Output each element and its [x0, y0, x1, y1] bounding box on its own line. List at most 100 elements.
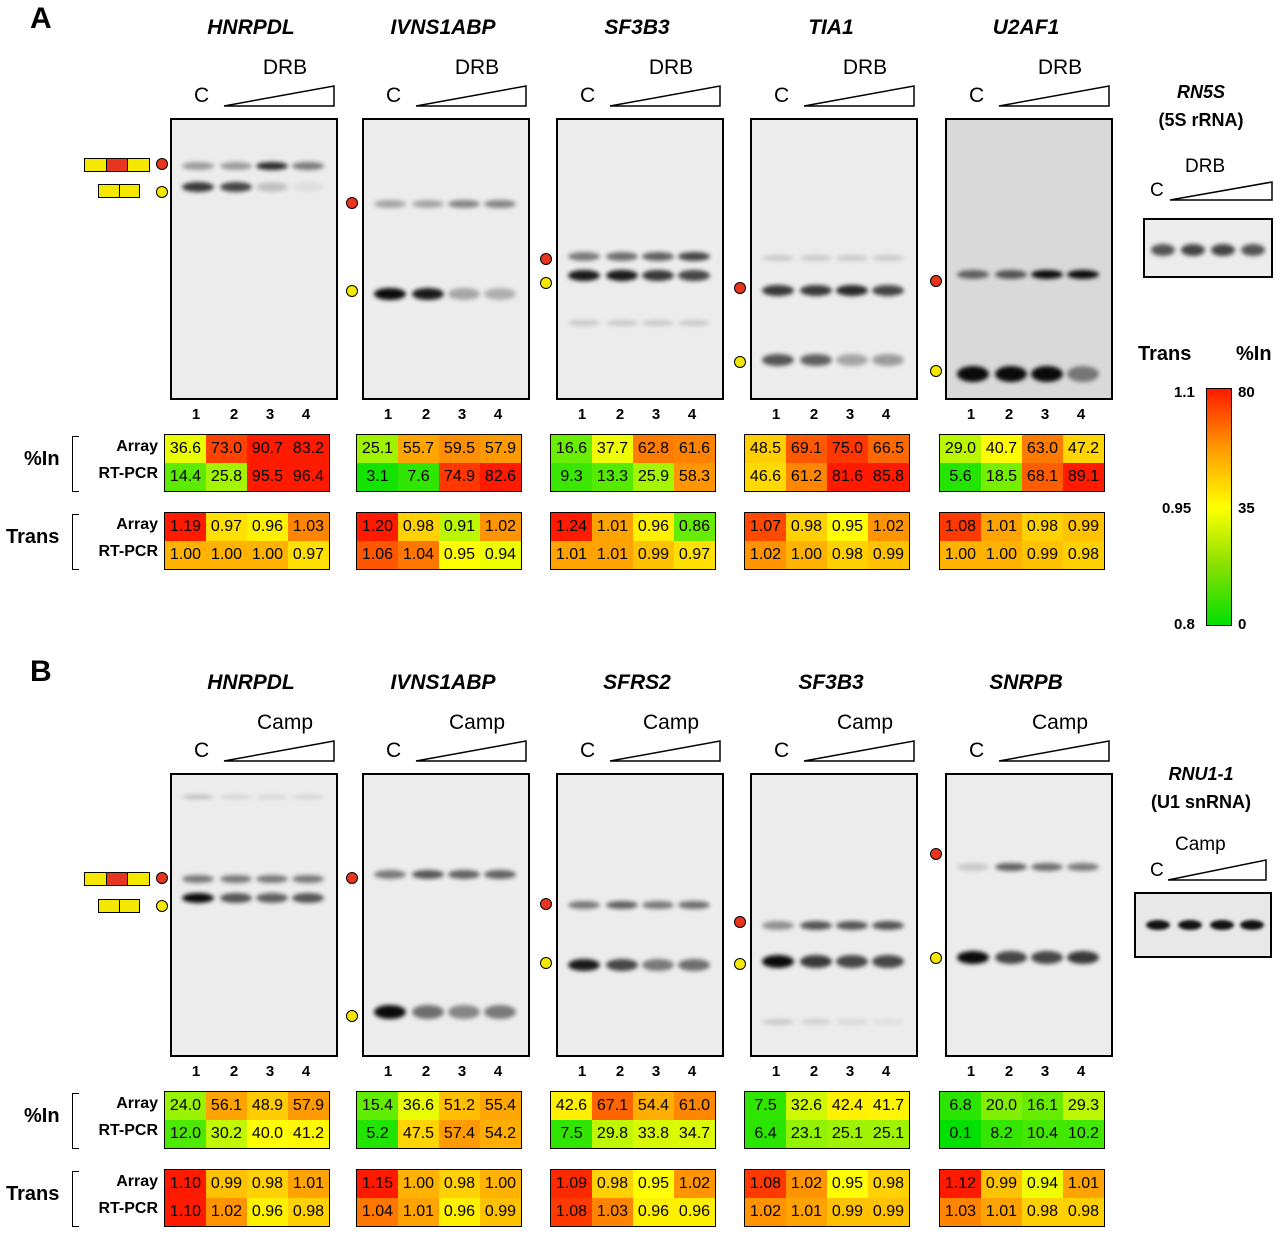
trans-heatmap-b-4: 1.08 1.02 0.95 0.98 1.02 1.01 0.99 0.99 — [744, 1169, 910, 1227]
heatmap-cell: 1.00 — [165, 541, 206, 569]
skipping-isoform-dot-b-3 — [540, 957, 552, 969]
pctin-heatmap-row-array: 24.0 56.1 48.9 57.9 — [165, 1092, 329, 1120]
gel-a-3 — [556, 118, 724, 400]
lane-number-b-4-1: 1 — [771, 1063, 781, 1080]
control-label-a-5: C — [969, 84, 985, 107]
heatmap-cell: 1.10 — [165, 1170, 206, 1198]
ctrl-gene-a: RN5S — [1176, 82, 1225, 102]
inclusion-isoform-dot-a-2 — [346, 197, 358, 209]
gel-band-2-lane-1 — [568, 270, 600, 281]
ctrl-gel-a — [1143, 218, 1273, 278]
heatmap-cell: 0.98 — [868, 1170, 909, 1198]
gel-band-2-lane-3 — [836, 285, 868, 296]
lane-number-a-1-1: 1 — [191, 406, 201, 423]
heatmap-cell: 34.7 — [674, 1120, 715, 1148]
heatmap-cell: 48.5 — [745, 435, 786, 463]
gel-a-4 — [750, 118, 918, 400]
pctin-heatmap-row-array: 16.6 37.7 62.8 61.6 — [551, 435, 715, 463]
gel-band-1-lane-4 — [292, 875, 324, 883]
colorbar-pctin-title: %In — [1236, 343, 1272, 365]
heatmap-cell: 42.6 — [551, 1092, 592, 1120]
heatmap-cell: 82.6 — [480, 463, 521, 491]
heatmap-cell: 8.2 — [981, 1120, 1022, 1148]
pctin-heatmap-row-rtpcr: 7.5 29.8 33.8 34.7 — [551, 1120, 715, 1148]
heatmap-cell: 73.0 — [206, 435, 247, 463]
heatmap-cell: 1.01 — [551, 541, 592, 569]
heatmap-cell: 0.98 — [439, 1170, 480, 1198]
gene-name-b-2: IVNS1ABP — [390, 671, 496, 694]
gradient-wedge-a-2 — [415, 85, 527, 107]
gel-band-1-lane-1 — [568, 901, 600, 909]
gel-band-2-lane-2 — [800, 955, 832, 968]
trans-heatmap-b-2: 1.15 1.00 0.98 1.00 1.04 1.01 0.96 0.99 — [356, 1169, 522, 1227]
heatmap-cell: 13.3 — [592, 463, 633, 491]
wedge-shape — [415, 740, 527, 762]
pctin-array-label-a: Array — [116, 438, 158, 455]
pctin-heatmap-row-array: 36.6 73.0 90.7 83.2 — [165, 435, 329, 463]
heatmap-cell: 25.1 — [827, 1120, 868, 1148]
heatmap-cell: 0.98 — [786, 513, 827, 541]
heatmap-cell: 1.20 — [357, 513, 398, 541]
heatmap-cell: 1.02 — [206, 1198, 247, 1226]
gel-band-3-lane-3 — [836, 1019, 868, 1025]
heatmap-cell: 1.02 — [868, 513, 909, 541]
gel-b-4 — [750, 773, 918, 1057]
gel-band-3-lane-3 — [256, 795, 288, 799]
trans-heatmap-row-array: 1.07 0.98 0.95 1.02 — [745, 513, 909, 541]
gene-name-a-2: IVNS1ABP — [390, 16, 496, 39]
lane-number-b-3-4: 4 — [687, 1063, 697, 1080]
gel-band-2-lane-1 — [762, 285, 794, 296]
gel-band-1-lane-2 — [220, 162, 252, 170]
heatmap-cell: 15.4 — [357, 1092, 398, 1120]
trans-heatmap-row-rtpcr: 1.06 1.04 0.95 0.94 — [357, 541, 521, 569]
lane-number-b-4-2: 2 — [809, 1063, 819, 1080]
gel-band-3-lane-2 — [800, 354, 832, 366]
heatmap-cell: 41.2 — [288, 1120, 329, 1148]
gel-band-3-lane-2 — [800, 1019, 832, 1025]
heatmap-cell: 1.00 — [786, 541, 827, 569]
lane-number-b-3-3: 3 — [651, 1063, 661, 1080]
heatmap-cell: 55.4 — [480, 1092, 521, 1120]
pctin-heatmap-row-rtpcr: 12.0 30.2 40.0 41.2 — [165, 1120, 329, 1148]
gel-b-1 — [170, 773, 338, 1057]
gel-band-1-lane-4 — [872, 255, 904, 261]
wedge-shape — [415, 85, 527, 107]
heatmap-cell: 85.8 — [868, 463, 909, 491]
heatmap-cell: 57.9 — [480, 435, 521, 463]
trans-heatmap-row-rtpcr: 1.00 1.00 1.00 0.97 — [165, 541, 329, 569]
heatmap-cell: 83.2 — [288, 435, 329, 463]
inclusion-isoform-dot-a-1 — [156, 158, 168, 170]
control-label-b-5: C — [969, 739, 985, 762]
treatment-label-b-3: Camp — [642, 711, 700, 734]
gradient-wedge-a-5 — [998, 85, 1110, 107]
gel-a-2 — [362, 118, 530, 400]
gel-band-2-lane-2 — [995, 951, 1027, 964]
skipping-isoform-dot-a-4 — [734, 356, 746, 368]
heatmap-cell: 0.91 — [439, 513, 480, 541]
pctin-rtpcr-label-b: RT-PCR — [98, 1122, 158, 1139]
heatmap-cell: 1.02 — [745, 541, 786, 569]
pctin-heatmap-row-array: 7.5 32.6 42.4 41.7 — [745, 1092, 909, 1120]
gel-band-3-lane-1 — [182, 795, 214, 799]
wedge-shape — [223, 85, 335, 107]
heatmap-cell: 10.2 — [1063, 1120, 1104, 1148]
lane-number-b-3-2: 2 — [615, 1063, 625, 1080]
gel-band-1-lane-1 — [957, 270, 989, 279]
bracket-a-1 — [72, 436, 79, 492]
heatmap-cell: 90.7 — [247, 435, 288, 463]
heatmap-cell: 1.00 — [206, 541, 247, 569]
pctin-heatmap-b-2: 15.4 36.6 51.2 55.4 5.2 47.5 57.4 54.2 — [356, 1091, 522, 1149]
heatmap-cell: 61.6 — [674, 435, 715, 463]
treatment-label-a-3: DRB — [648, 56, 694, 79]
gel-band-2-lane-2 — [606, 959, 638, 971]
heatmap-cell: 0.96 — [247, 1198, 288, 1226]
gel-band-1-lane-3 — [1031, 863, 1063, 871]
heatmap-cell: 0.95 — [439, 541, 480, 569]
heatmap-cell: 16.6 — [551, 435, 592, 463]
heatmap-cell: 61.0 — [674, 1092, 715, 1120]
pctin-rtpcr-label-a: RT-PCR — [98, 465, 158, 482]
trans-heatmap-row-rtpcr: 1.02 1.00 0.98 0.99 — [745, 541, 909, 569]
heatmap-cell: 56.1 — [206, 1092, 247, 1120]
ctrl-gel-b — [1134, 892, 1272, 958]
heatmap-cell: 1.02 — [745, 1198, 786, 1226]
